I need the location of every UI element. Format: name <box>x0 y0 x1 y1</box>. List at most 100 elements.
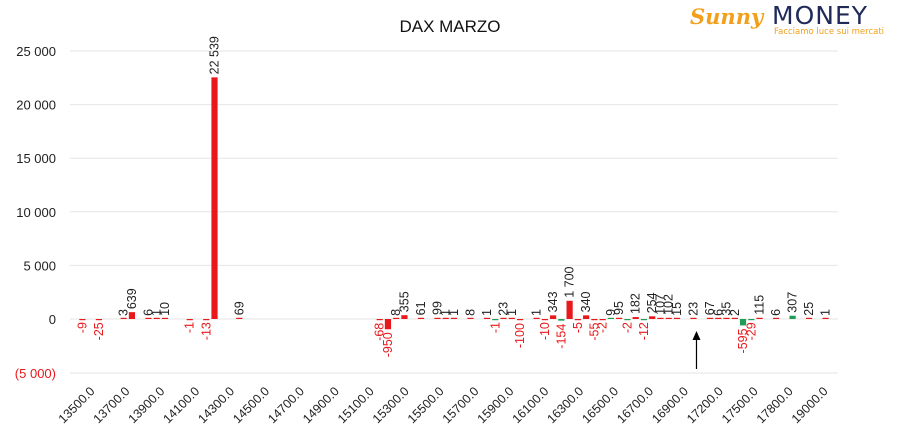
bar-value-label: 1 <box>447 309 461 316</box>
bar <box>442 317 449 319</box>
bar <box>550 315 557 319</box>
x-tick-label: 14900.0 <box>300 384 342 426</box>
bar-value-label: 182 <box>629 293 643 314</box>
bar-value-label: 343 <box>546 291 560 312</box>
bar <box>153 317 160 319</box>
bar-value-label: -2 <box>596 322 610 333</box>
bar-value-label: -12 <box>637 322 651 340</box>
bar <box>508 317 515 319</box>
bar-value-label: 23 <box>686 302 700 316</box>
bar <box>203 319 210 321</box>
bar-value-label: 6 <box>769 309 783 316</box>
bar-value-label: -100 <box>513 323 527 348</box>
x-tick-label: 14100.0 <box>160 384 202 426</box>
x-tick-label: 17500.0 <box>719 384 761 426</box>
bar <box>632 317 639 319</box>
bar <box>649 316 656 319</box>
bar-value-label: 25 <box>802 302 816 316</box>
bar <box>715 317 722 319</box>
bar <box>822 317 829 319</box>
bar <box>706 317 714 319</box>
bar-value-label: 355 <box>397 291 411 312</box>
bar-value-label: 1 <box>439 309 453 316</box>
bar <box>145 317 152 319</box>
bar <box>120 317 127 319</box>
bar-value-label: 1 <box>505 309 519 316</box>
bar <box>467 317 474 319</box>
bar <box>95 319 102 321</box>
bar <box>79 319 86 321</box>
bar-value-label: 1 <box>150 309 164 316</box>
y-tick-label: (5 000) <box>15 366 56 381</box>
x-tick-label: 13500.0 <box>56 384 98 426</box>
bar <box>640 319 648 321</box>
x-tick-label: 14300.0 <box>195 384 237 426</box>
x-tick-label: 14500.0 <box>230 384 272 426</box>
bar-value-label: 95 <box>612 301 626 315</box>
x-tick-label: 16100.0 <box>510 384 552 426</box>
y-tick-label: 15 000 <box>16 151 56 166</box>
y-tick-label: 0 <box>49 312 56 327</box>
x-axis: 13500.013700.013900.014100.014300.014500… <box>56 384 831 426</box>
bar-value-label: 99 <box>430 301 444 315</box>
bar-value-label: 69 <box>232 301 246 315</box>
bar-value-label: -2 <box>620 322 634 333</box>
sunny-money-logo: Sunny MONEY Facciamo luce sui mercati <box>690 1 900 42</box>
bar <box>541 319 548 321</box>
bar <box>731 317 738 319</box>
bar <box>558 319 565 321</box>
bar-value-label: -595 <box>736 328 750 353</box>
bar-value-label: 23 <box>497 302 511 316</box>
bar <box>806 317 813 319</box>
bar <box>211 77 218 319</box>
bar <box>128 312 136 319</box>
x-tick-label: 17200.0 <box>684 384 726 426</box>
bar-value-label: 9 <box>604 309 618 316</box>
bar <box>690 317 697 319</box>
bar <box>500 317 507 319</box>
bar-value-label: 8 <box>464 309 478 316</box>
bar <box>772 317 780 319</box>
x-tick-label: 13900.0 <box>126 384 168 426</box>
bar-value-label: 22 539 <box>208 36 222 74</box>
bar <box>583 315 590 319</box>
bar-value-label: -68 <box>373 323 387 341</box>
bar <box>401 315 408 319</box>
bar-value-label: 1 <box>819 309 833 316</box>
bar <box>607 317 614 319</box>
x-tick-label: 19000.0 <box>789 384 831 426</box>
bar <box>624 319 631 321</box>
bar-value-label: 67 <box>703 301 717 315</box>
bar-value-label: 35 <box>720 302 734 316</box>
chart-title: DAX MARZO <box>399 17 500 36</box>
bar-value-label: 10 <box>158 302 172 316</box>
bar-value-label: 1 <box>530 309 544 316</box>
bar-value-label: 61 <box>414 301 428 315</box>
bar-value-label: 107 <box>653 294 667 315</box>
bar-value-label: 6 <box>141 309 155 316</box>
bar-value-label: 6 <box>711 309 725 316</box>
bar <box>161 317 169 319</box>
x-tick-label: 16700.0 <box>614 384 656 426</box>
y-tick-label: 5 000 <box>23 258 56 273</box>
bars <box>79 77 829 330</box>
y-tick-label: 25 000 <box>16 44 56 59</box>
bar <box>434 317 441 319</box>
x-tick-label: 15100.0 <box>335 384 377 426</box>
bar-value-label: 2 <box>728 309 742 316</box>
bar-value-label: -55 <box>587 323 601 341</box>
bar <box>748 319 755 321</box>
bar-value-label: 1 <box>480 309 494 316</box>
bar-value-label: -10 <box>538 322 552 340</box>
y-tick-label: 10 000 <box>16 205 56 220</box>
bar <box>492 319 499 321</box>
logo-tagline: Facciamo luce sui mercati <box>774 27 885 37</box>
bar <box>574 319 581 321</box>
logo-brand-money: MONEY <box>772 1 869 30</box>
x-tick-label: 16500.0 <box>579 384 621 426</box>
y-axis: 25 000 20 000 15 000 10 000 5 000 0 (5 000) <box>15 44 56 381</box>
bar-value-label: -1 <box>488 322 502 333</box>
x-tick-label: 13700.0 <box>91 384 133 426</box>
